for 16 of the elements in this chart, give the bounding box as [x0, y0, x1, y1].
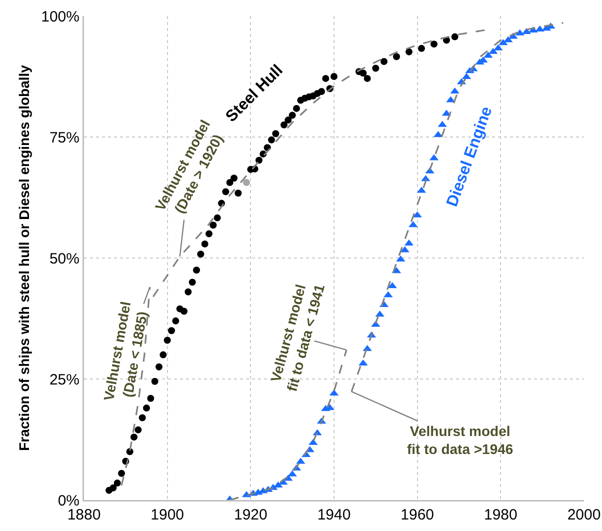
x-tick-label: 1940	[317, 506, 351, 524]
x-tick-label: 1900	[150, 506, 184, 524]
x-tick-label: 1980	[484, 506, 518, 524]
x-tick-label: 1880	[67, 506, 101, 524]
y-tick-label: 50%	[49, 250, 80, 268]
x-tick-label: 1960	[400, 506, 434, 524]
x-tick-label: 2000	[567, 506, 601, 524]
y-tick-label: 0%	[58, 492, 80, 510]
y-tick-label: 100%	[41, 8, 80, 26]
annotation: Velhurst model fit to data >1946	[407, 423, 514, 458]
y-tick-label: 75%	[49, 129, 80, 146]
annotation: Velhurst model (Date < 1885)	[100, 300, 150, 402]
annotation: Velhurst model fit to data < 1941	[267, 282, 328, 394]
y-axis-title: Fraction of ships with steel hull or Diesel engines globally	[16, 64, 32, 451]
y-tick-label: 25%	[49, 371, 80, 388]
x-tick-label: 1920	[234, 506, 268, 524]
